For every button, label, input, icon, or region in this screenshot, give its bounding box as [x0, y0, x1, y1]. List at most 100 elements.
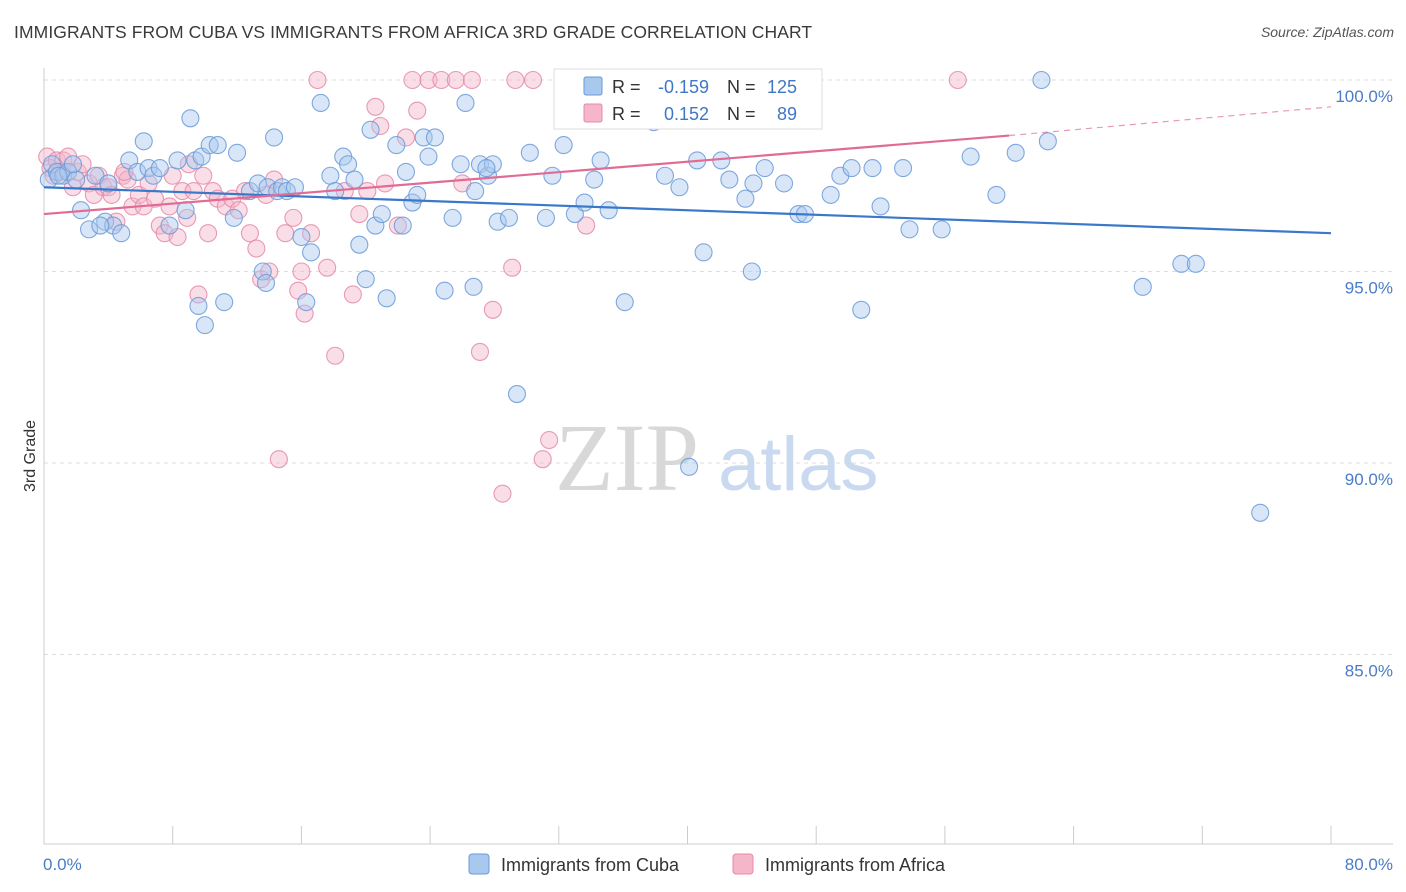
- legend-r-value-cuba: -0.159: [658, 77, 709, 97]
- trend-line-cuba: [43, 186, 1332, 235]
- cuba-point: [961, 147, 980, 166]
- cuba-point: [720, 170, 739, 189]
- cuba-point: [1251, 503, 1270, 522]
- legend-n-value-africa: 89: [777, 104, 797, 124]
- africa-point: [73, 155, 92, 174]
- cuba-point: [228, 143, 247, 162]
- cuba-point: [150, 159, 169, 178]
- africa-point: [388, 216, 407, 235]
- stats-legend-box: R = -0.159 N = 125 R = 0.152 N = 89: [553, 68, 823, 130]
- cuba-point: [311, 93, 330, 113]
- cuba-point: [736, 189, 755, 208]
- cuba-point: [615, 293, 634, 312]
- cuba-point: [248, 174, 268, 193]
- cuba-point: [160, 216, 179, 235]
- africa-point: [160, 197, 179, 216]
- cuba-point: [451, 155, 470, 174]
- cuba-point: [63, 155, 83, 174]
- legend-swatch-africa: [583, 103, 603, 123]
- cuba-point: [680, 457, 699, 476]
- cuba-point: [466, 182, 485, 201]
- cuba-point: [361, 120, 380, 139]
- cuba-point: [774, 174, 794, 193]
- legend-r-label-africa: R =: [612, 104, 641, 124]
- africa-point: [376, 174, 395, 193]
- africa-point: [506, 70, 525, 90]
- watermark-atlas: atlas: [718, 422, 879, 507]
- cuba-point: [443, 208, 462, 227]
- africa-point: [493, 484, 512, 503]
- cuba-point: [842, 159, 861, 178]
- cuba-point: [520, 143, 539, 162]
- cuba-point: [345, 170, 364, 189]
- cuba-point: [99, 174, 118, 193]
- cuba-point: [176, 201, 195, 220]
- africa-point: [577, 216, 596, 235]
- cuba-point: [507, 385, 527, 404]
- cuba-point: [1038, 132, 1057, 151]
- x-tick-label-min: 0.0%: [43, 855, 82, 874]
- africa-point: [276, 224, 295, 243]
- cuba-point: [215, 293, 234, 312]
- africa-point: [308, 70, 327, 90]
- cuba-point: [821, 185, 840, 204]
- cuba-point: [591, 151, 610, 170]
- cuba-point: [356, 270, 375, 289]
- africa-point: [432, 70, 451, 90]
- cuba-point: [67, 170, 86, 189]
- cuba-point: [387, 136, 406, 155]
- cuba-point: [366, 216, 385, 235]
- africa-point: [350, 205, 369, 224]
- cuba-point: [554, 136, 573, 155]
- africa-point: [446, 70, 465, 90]
- africa-point: [419, 70, 438, 90]
- cuba-point: [1133, 277, 1152, 296]
- cuba-point: [488, 212, 507, 231]
- cuba-point: [536, 208, 555, 227]
- y-tick-label: 100.0%: [1335, 87, 1393, 106]
- cuba-point: [863, 159, 882, 178]
- africa-point: [483, 300, 502, 319]
- cuba-point: [871, 197, 890, 216]
- africa-point: [178, 208, 197, 227]
- africa-point: [470, 342, 490, 361]
- cuba-point: [168, 151, 187, 170]
- cuba-point: [1186, 254, 1205, 273]
- cuba-point: [464, 277, 483, 296]
- africa-point: [318, 258, 337, 277]
- axes: [43, 68, 1393, 845]
- cuba-point: [742, 262, 761, 281]
- africa-point: [503, 258, 522, 277]
- africa-point: [115, 162, 134, 181]
- africa-point: [269, 450, 288, 469]
- cuba-point: [393, 216, 412, 235]
- cuba-point: [181, 109, 200, 128]
- bottom-legend-label-cuba: Immigrants from Cuba: [501, 855, 680, 875]
- bottom-legend-swatch-africa: [732, 853, 754, 875]
- legend-n-label-cuba: N =: [727, 77, 756, 97]
- cuba-point: [499, 208, 518, 227]
- cuba-point: [134, 132, 153, 151]
- trend-lines: [43, 106, 1332, 235]
- bottom-legend-label-africa: Immigrants from Africa: [765, 855, 946, 875]
- cuba-point: [852, 300, 871, 319]
- cuba-point: [694, 243, 713, 262]
- cuba-point: [1006, 143, 1025, 162]
- cuba-point: [655, 166, 675, 185]
- cuba-point: [435, 281, 454, 300]
- cuba-point: [189, 296, 208, 316]
- cuba-point: [91, 216, 110, 235]
- y-tick-label: 95.0%: [1345, 279, 1393, 298]
- africa-point: [302, 224, 321, 243]
- cuba-point: [599, 201, 618, 220]
- africa-point: [462, 70, 481, 90]
- cuba-point: [224, 208, 243, 227]
- cuba-point: [372, 205, 391, 224]
- cuba-point: [377, 289, 396, 308]
- legend-n-label-africa: N =: [727, 104, 756, 124]
- cuba-point: [1172, 254, 1191, 273]
- cuba-point: [894, 159, 913, 178]
- africa-point: [84, 185, 103, 204]
- africa-point: [295, 304, 314, 323]
- africa-point: [247, 239, 266, 258]
